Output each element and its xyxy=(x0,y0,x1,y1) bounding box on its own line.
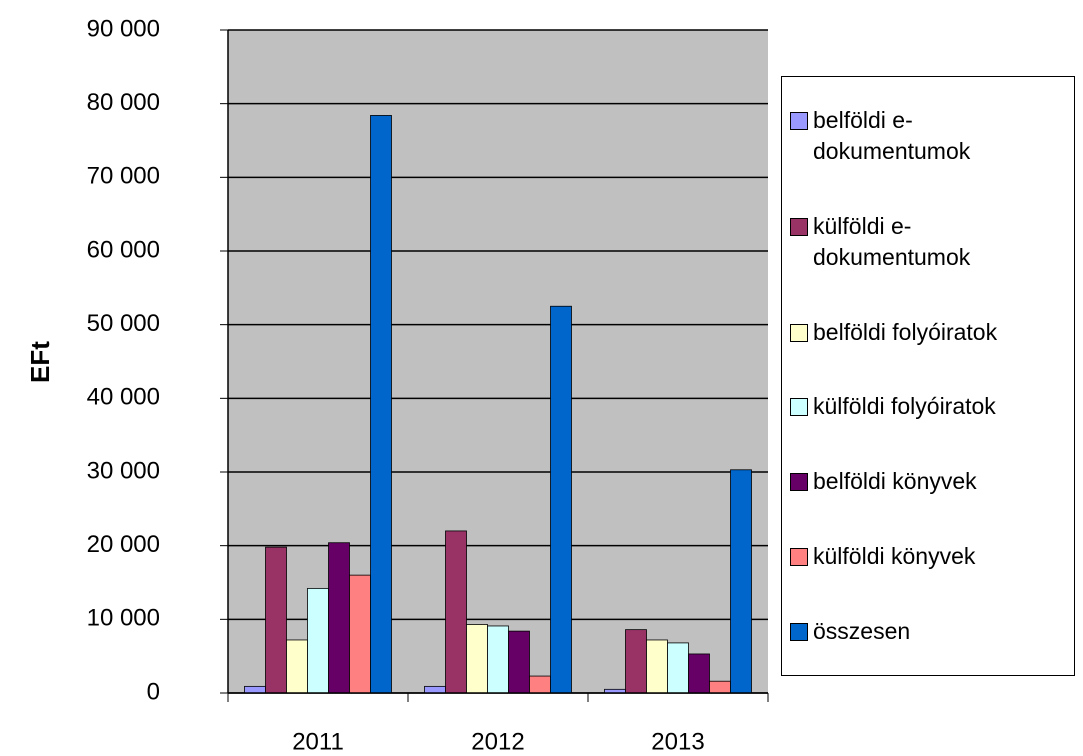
legend-swatch xyxy=(790,323,808,342)
legend-swatch xyxy=(790,217,808,236)
x-tick-label: 2012 xyxy=(471,728,524,755)
legend-item: külföldi folyóiratok xyxy=(790,391,1068,422)
legend-swatch xyxy=(790,548,808,567)
bar xyxy=(466,624,488,694)
bar xyxy=(328,542,350,694)
y-tick-label: 0 xyxy=(147,678,160,705)
legend-label: külföldi e-dokumentumok xyxy=(813,212,971,270)
bar xyxy=(307,587,329,694)
legend: belföldi e-dokumentumok külföldi e-dokume… xyxy=(781,76,1075,676)
y-tick-label: 90 000 xyxy=(87,15,160,42)
x-tick-label: 2011 xyxy=(292,728,344,755)
legend-swatch xyxy=(790,473,808,492)
y-tick-label: 60 000 xyxy=(87,236,160,263)
legend-item: külföldi könyvek xyxy=(790,541,1068,572)
legend-swatch xyxy=(790,398,808,417)
legend-item: belföldi könyvek xyxy=(790,466,1068,497)
bar xyxy=(487,625,509,694)
bar xyxy=(688,653,710,694)
y-tick-label: 80 000 xyxy=(87,89,160,116)
legend-item: külföldi e-dokumentumok xyxy=(790,211,1068,273)
bar xyxy=(508,630,530,694)
bar xyxy=(529,675,551,694)
y-tick-label: 40 000 xyxy=(87,384,160,411)
plot-area xyxy=(228,30,768,693)
bar xyxy=(349,574,371,694)
bar xyxy=(286,639,308,694)
bar xyxy=(445,530,467,694)
y-tick-label: 30 000 xyxy=(87,457,160,484)
legend-label: külföldi könyvek xyxy=(813,543,976,570)
bar xyxy=(265,546,287,694)
legend-item: belföldi e-dokumentumok xyxy=(790,105,1068,167)
bar xyxy=(646,639,668,694)
bar xyxy=(370,115,392,694)
bar xyxy=(244,685,266,694)
y-tick-label: 70 000 xyxy=(87,163,160,190)
legend-swatch xyxy=(790,111,808,130)
legend-swatch xyxy=(790,622,808,641)
legend-label: külföldi folyóiratok xyxy=(813,393,996,420)
legend-label: belföldi könyvek xyxy=(813,468,977,495)
y-tick-label: 20 000 xyxy=(87,531,160,558)
y-tick-label: 50 000 xyxy=(87,310,160,337)
bar xyxy=(550,305,572,694)
x-tick-label: 2013 xyxy=(651,728,704,755)
legend-item: belföldi folyóiratok xyxy=(790,317,1068,348)
bar xyxy=(667,642,689,694)
y-axis-label: EFt xyxy=(25,341,55,383)
legend-label: belföldi folyóiratok xyxy=(813,318,998,345)
bar xyxy=(709,680,731,694)
legend-label: belföldi e-dokumentumok xyxy=(813,106,971,164)
legend-item: összesen xyxy=(790,616,1068,647)
y-tick-label: 10 000 xyxy=(87,605,160,632)
legend-label: összesen xyxy=(813,617,911,644)
bar xyxy=(730,469,752,694)
bar xyxy=(625,629,647,694)
bar xyxy=(424,685,446,694)
